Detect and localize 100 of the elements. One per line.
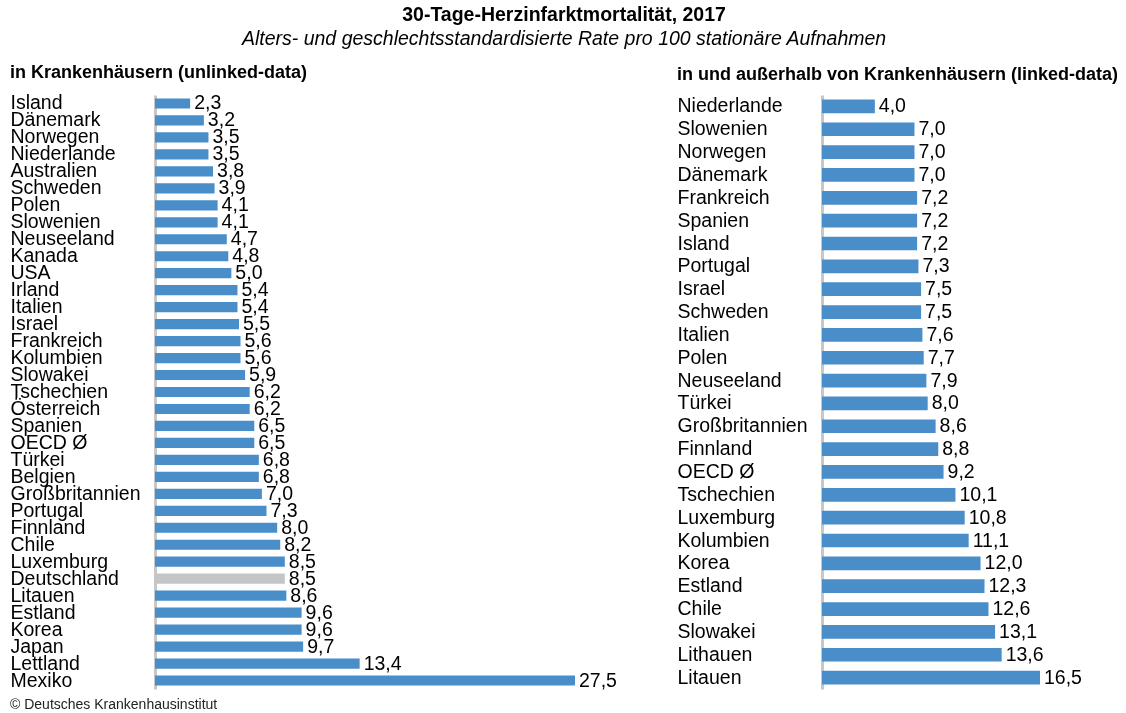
data-label: 10,1 (959, 482, 998, 505)
y-tick-label: Luxemburg (677, 505, 776, 528)
data-label: 9,2 (947, 459, 975, 482)
data-label: 10,8 (968, 505, 1007, 528)
bar (155, 675, 575, 686)
bar (822, 282, 922, 297)
bar (155, 607, 302, 618)
data-label: 12,0 (984, 551, 1023, 574)
data-label: 7,7 (927, 345, 955, 368)
bar (155, 386, 250, 398)
data-label: 8,8 (942, 437, 970, 460)
data-label: 13,6 (1005, 642, 1044, 665)
data-label: 7,5 (925, 300, 953, 323)
y-tick-label: Polen (677, 345, 728, 368)
bar (155, 505, 267, 516)
y-tick-label: Finnland (677, 437, 753, 460)
bar (822, 190, 918, 205)
bar (822, 625, 996, 639)
y-tick-label: Großbritannien (677, 414, 808, 437)
bar (155, 200, 218, 211)
data-label: 8,6 (939, 414, 967, 437)
bar (822, 168, 915, 182)
bar (155, 217, 218, 228)
data-label: 13,4 (363, 651, 402, 674)
bar (155, 285, 238, 296)
bar (155, 115, 204, 126)
bar (822, 396, 928, 411)
data-label: 7,0 (918, 140, 946, 163)
bar (155, 335, 241, 347)
bar (155, 488, 262, 499)
bar (822, 579, 985, 594)
bar (822, 305, 922, 319)
bar (155, 624, 302, 635)
bar (155, 454, 259, 465)
y-tick-label: Slowenien (677, 117, 768, 140)
data-label: 12,3 (988, 574, 1027, 597)
y-tick-label: Norwegen (677, 140, 767, 163)
data-label: 7,0 (918, 162, 946, 185)
bar (822, 236, 918, 251)
bar (155, 539, 281, 550)
bar (155, 437, 255, 449)
bar (822, 419, 936, 434)
bar (155, 132, 209, 143)
bar (822, 487, 956, 502)
y-tick-label: Frankreich (677, 185, 770, 208)
y-tick-label: Litauen (677, 665, 742, 688)
y-tick-label: OECD Ø (677, 459, 755, 482)
y-tick-label: Estland (677, 574, 743, 597)
bar (155, 352, 241, 364)
bar (822, 670, 1040, 685)
y-tick-label: Lithauen (677, 642, 753, 665)
chart-title: in Krankenhäusern (unlinked-data) (10, 61, 308, 82)
data-label: 13,1 (999, 619, 1038, 642)
text: © Deutsches Krankenhausinstitut (10, 696, 218, 712)
bar (822, 556, 981, 571)
bar (155, 471, 259, 482)
bar (155, 556, 285, 567)
text: Alters- und geschlechtsstandardisierte Rate pro 100 stationäre Aufnahmen (240, 27, 887, 50)
bar (822, 373, 927, 388)
bar (155, 641, 304, 652)
y-tick-label: Neuseeland (677, 368, 782, 391)
bar (822, 122, 915, 137)
y-tick-label: Spanien (677, 208, 750, 231)
bar (822, 99, 875, 114)
data-label: 11,1 (972, 528, 1010, 551)
y-tick-label: Türkei (677, 391, 732, 414)
bar (822, 602, 989, 616)
data-label: 27,5 (579, 668, 618, 691)
data-label: 7,2 (921, 231, 949, 254)
y-tick-label: Dänemark (677, 162, 768, 185)
bar (155, 149, 209, 160)
y-tick-label: Tschechien (677, 482, 776, 505)
bar (155, 369, 246, 381)
y-tick-label: Portugal (677, 254, 751, 277)
data-label: 7,3 (922, 254, 950, 277)
y-tick-label: Kolumbien (677, 528, 770, 551)
y-tick-label: Israel (677, 277, 726, 300)
bar (822, 647, 1002, 662)
data-label: 8,0 (931, 391, 959, 414)
bar (155, 183, 215, 194)
bar (822, 145, 915, 159)
y-tick-label: Schweden (677, 300, 769, 323)
bar (822, 533, 969, 548)
data-label: 7,2 (921, 185, 949, 208)
bar (822, 328, 923, 342)
data-label: 4,0 (878, 94, 907, 117)
bar (155, 420, 255, 432)
data-label: 16,5 (1044, 665, 1083, 688)
chart-title: in und außerhalb von Krankenhäusern (linked-data) (677, 64, 1119, 84)
y-tick-label: Slowakei (677, 619, 756, 642)
y-tick-label: Korea (677, 551, 730, 574)
bar (155, 590, 287, 601)
text: 30-Tage-Herzinfarktmortalität, 2017 (402, 2, 726, 25)
y-tick-label: Niederlande (677, 94, 783, 117)
bar (155, 522, 278, 533)
bar (155, 268, 232, 279)
data-label: 7,0 (918, 117, 946, 140)
y-tick-label: Italien (677, 322, 730, 345)
y-tick-label: Chile (677, 597, 722, 620)
bar (155, 302, 238, 313)
